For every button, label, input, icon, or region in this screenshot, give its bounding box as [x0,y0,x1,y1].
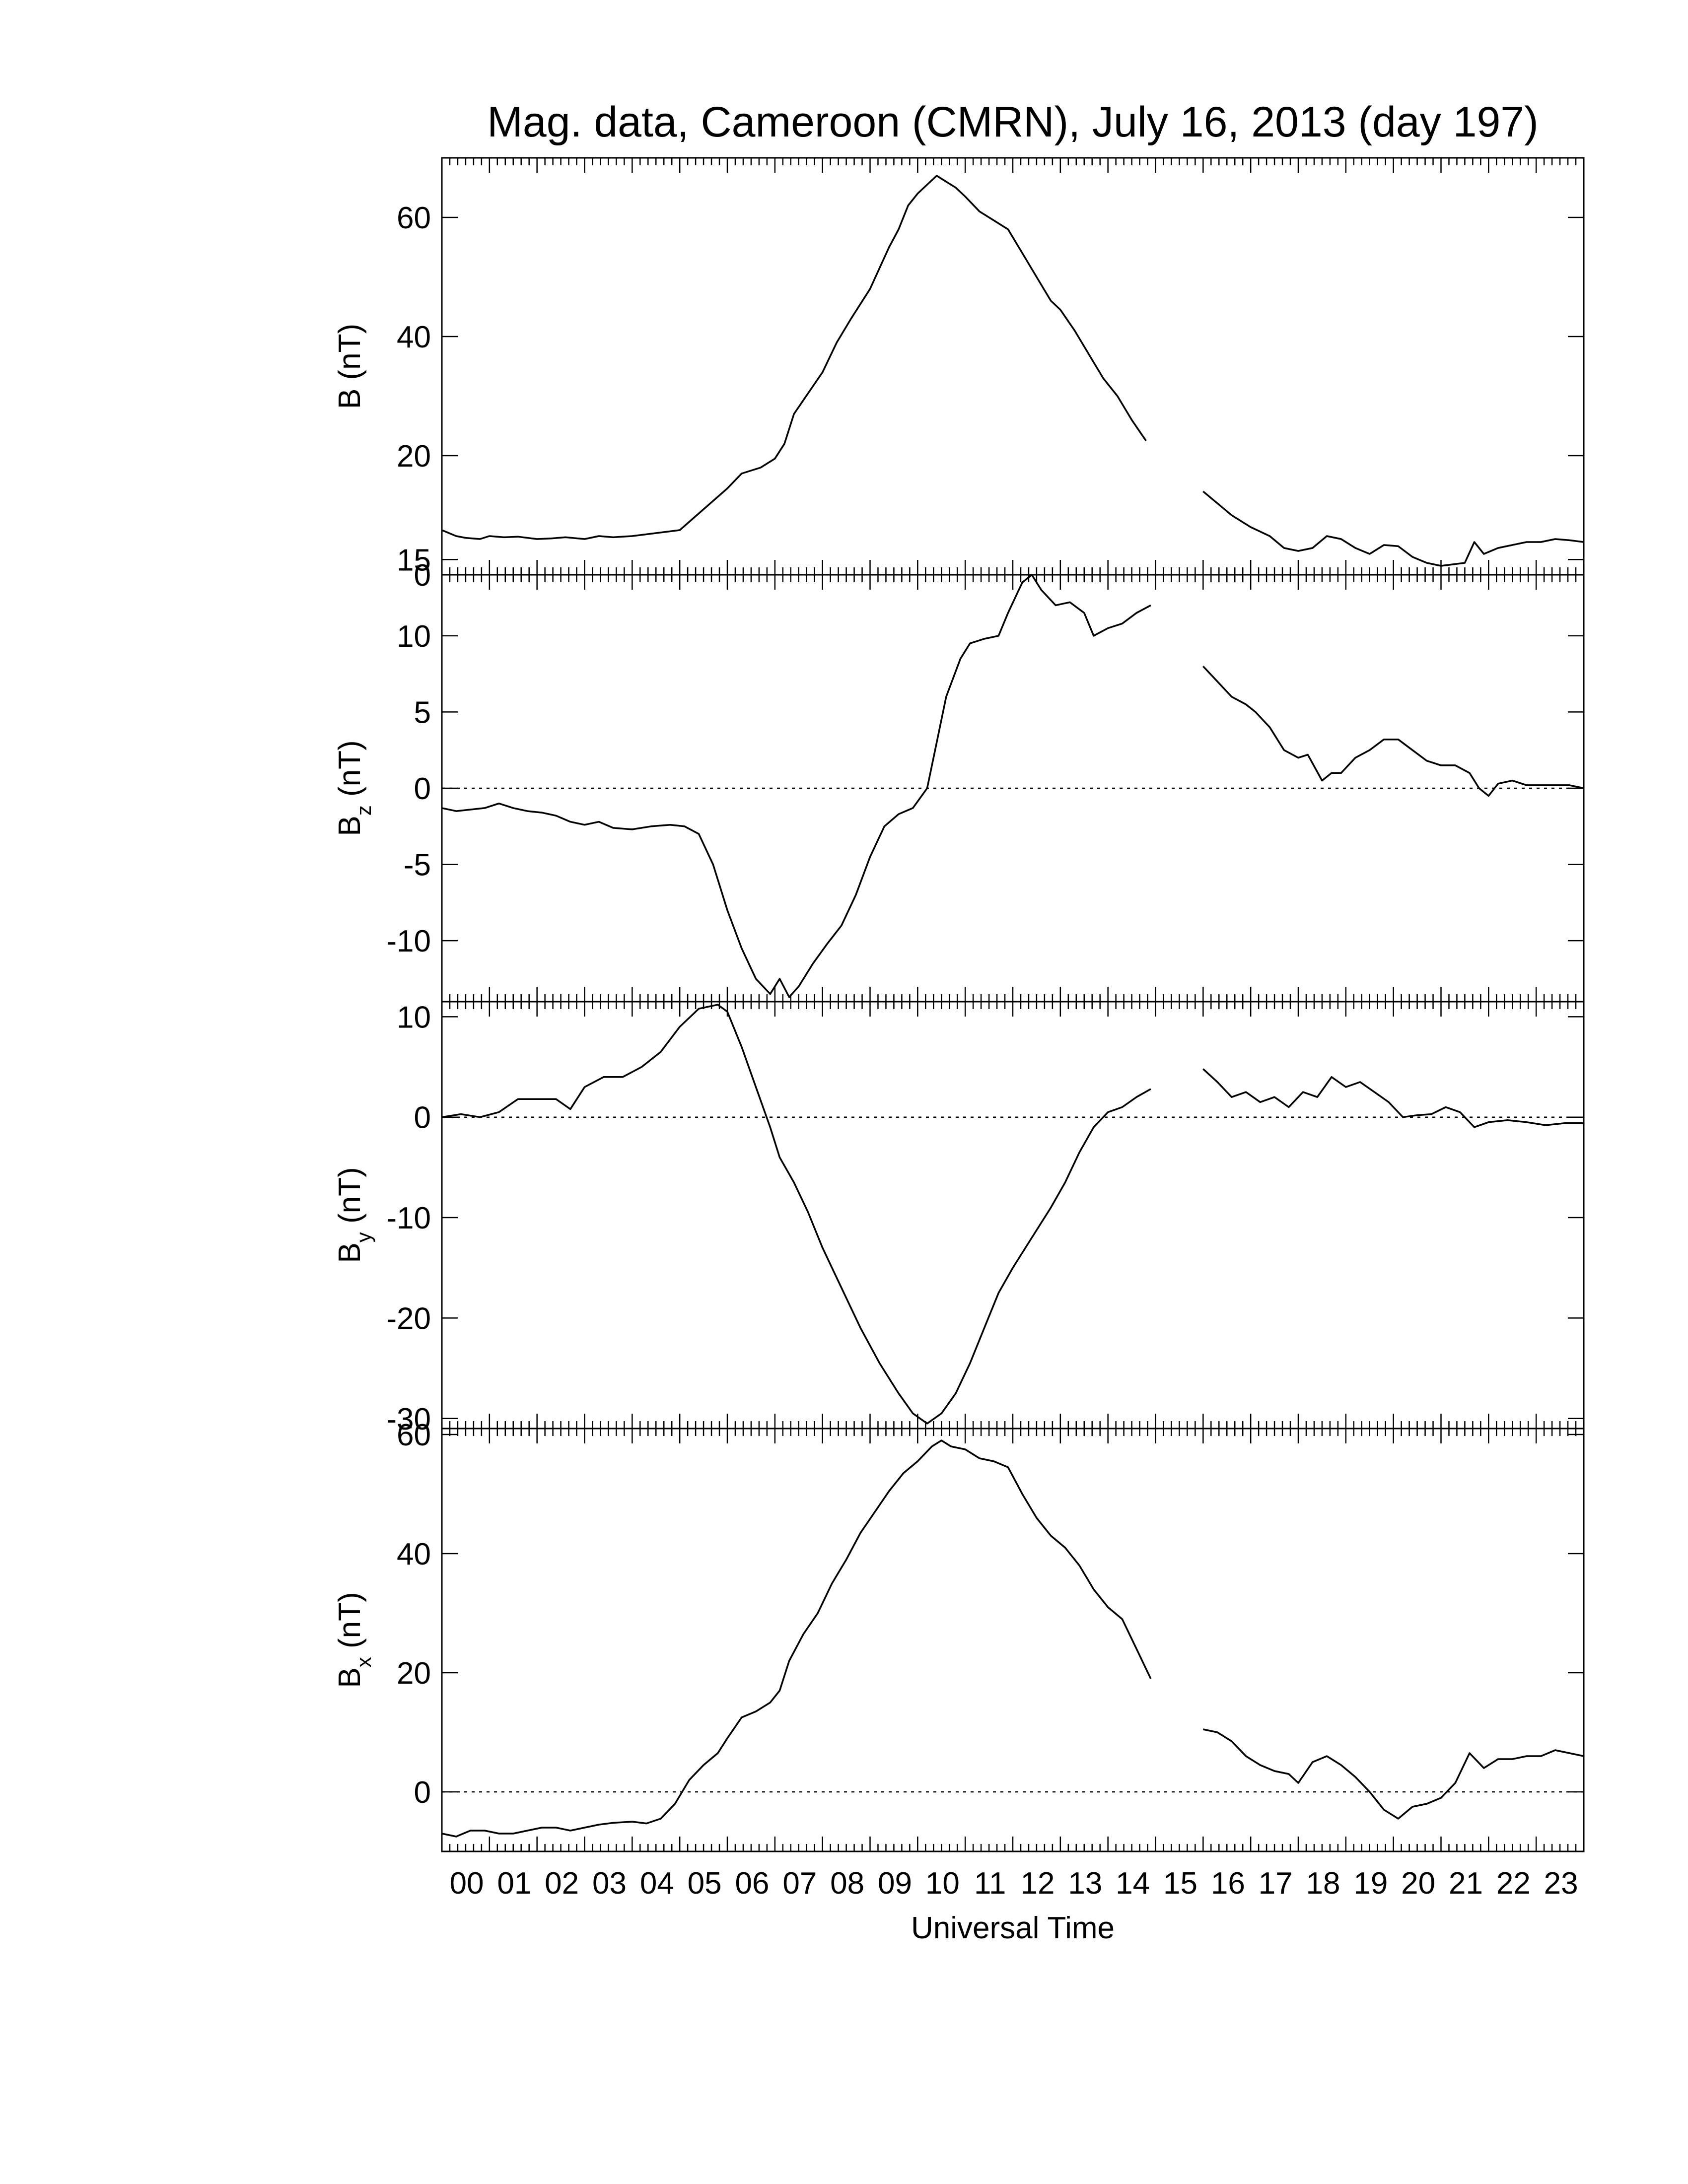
y-tick-label: -30 [386,1402,431,1436]
x-tick-label: 00 [450,1866,484,1901]
chart-title: Mag. data, Cameroon (CMRN), July 16, 201… [487,98,1539,146]
y-axis-label: B (nT) [333,324,367,409]
y-tick-label: -10 [386,924,431,958]
x-tick-label: 03 [592,1866,627,1901]
y-axis-label-unit: (nT) [333,1167,367,1232]
series-line-Bx-1 [441,1439,1152,1838]
y-axis-label-main: B [333,1242,367,1263]
panel-B: 0 20 40 60 B (nT) [333,157,1585,593]
y-tick-label: -5 [404,848,431,883]
x-tick-label: 02 [545,1866,579,1901]
x-tick-label: 05 [688,1866,722,1901]
series-line-By-1 [441,1004,1151,1425]
panels-container: 0 20 40 60 B (nT) -10 -5 0 5 10 15 Bz (nT) -30 -20 -10… [333,157,1585,1852]
y-axis-label-unit: (nT) [333,324,367,389]
x-axis-labels: 00 01 02 03 04 05 06 07 08 09 10 11 12 13 14 15 16 17 18 19… [450,1866,1578,1901]
y-axis-label-sub: x [352,1657,375,1667]
x-tick-label: 01 [497,1866,531,1901]
y-axis-label-sub: y [352,1232,375,1242]
x-tick-label: 09 [878,1866,912,1901]
x-ticks [441,158,1585,575]
x-tick-label: 14 [1116,1866,1150,1901]
y-tick-label: -20 [386,1301,431,1336]
y-axis-label-main: B [333,816,367,836]
x-tick-label: 20 [1401,1866,1435,1901]
y-axis-label: Bx (nT) [333,1592,375,1688]
x-tick-label: 21 [1449,1866,1483,1901]
y-tick-label: 0 [414,772,431,806]
series-line-Bx-2 [1202,1728,1584,1820]
x-tick-label: 15 [1163,1866,1197,1901]
x-tick-label: 16 [1211,1866,1245,1901]
x-tick-label: 07 [782,1866,817,1901]
x-tick-label: 11 [974,1866,1006,1901]
series-line-B-1 [441,175,1147,540]
panel-frame [441,1001,1585,1430]
y-tick-label: 60 [397,201,431,235]
series-line-Bz-2 [1202,666,1584,797]
x-tick-label: 18 [1306,1866,1340,1901]
y-tick-label: 20 [397,1656,431,1691]
panel-frame [441,157,1585,576]
y-tick-label: 40 [397,320,431,354]
y-axis-label-unit: (nT) [333,740,367,805]
y-tick-label: 0 [414,1775,431,1810]
y-axis-label-sub: z [352,805,375,816]
y-tick-label: 0 [414,1101,431,1135]
panel-By: -30 -20 -10 0 10 By (nT) [333,1000,1585,1436]
panel-Bz: -10 -5 0 5 10 15 Bz (nT) [333,543,1585,1003]
x-tick-label: 06 [735,1866,770,1901]
y-tick-label: 20 [397,439,431,474]
x-tick-label: 04 [640,1866,674,1901]
x-tick-label: 22 [1496,1866,1531,1901]
x-tick-label: 23 [1544,1866,1578,1901]
x-tick-label: 10 [925,1866,960,1901]
y-axis-label: Bz (nT) [333,740,375,836]
x-ticks [441,1002,1585,1429]
y-tick-label: 40 [397,1537,431,1571]
y-tick-label: 5 [414,695,431,730]
y-tick-label: 10 [397,1000,431,1034]
x-tick-label: 08 [830,1866,864,1901]
panel-frame [441,1428,1585,1852]
y-tick-label: 10 [397,619,431,654]
x-ticks [441,1429,1585,1851]
x-tick-label: 12 [1021,1866,1055,1901]
x-tick-label: 13 [1068,1866,1102,1901]
y-tick-label: 0 [414,558,431,593]
series-line-By-2 [1202,1068,1584,1128]
y-axis-label-unit: (nT) [333,1592,367,1657]
x-axis-label: Universal Time [911,1911,1115,1945]
x-tick-label: 17 [1259,1866,1293,1901]
y-tick-label: 15 [397,543,431,577]
y-axis-label: By (nT) [333,1167,375,1263]
series-line-B-2 [1202,490,1584,567]
panel-Bx: 0 20 40 60 Bx (nT) [333,1418,1585,1852]
y-tick-label: -10 [386,1201,431,1235]
series-line-Bz-1 [441,574,1151,998]
y-tick-label: 60 [397,1418,431,1452]
y-axis-label-main: B [333,389,367,409]
y-axis-label-main: B [333,1667,367,1688]
x-ticks [441,575,1585,1002]
x-tick-label: 19 [1353,1866,1388,1901]
